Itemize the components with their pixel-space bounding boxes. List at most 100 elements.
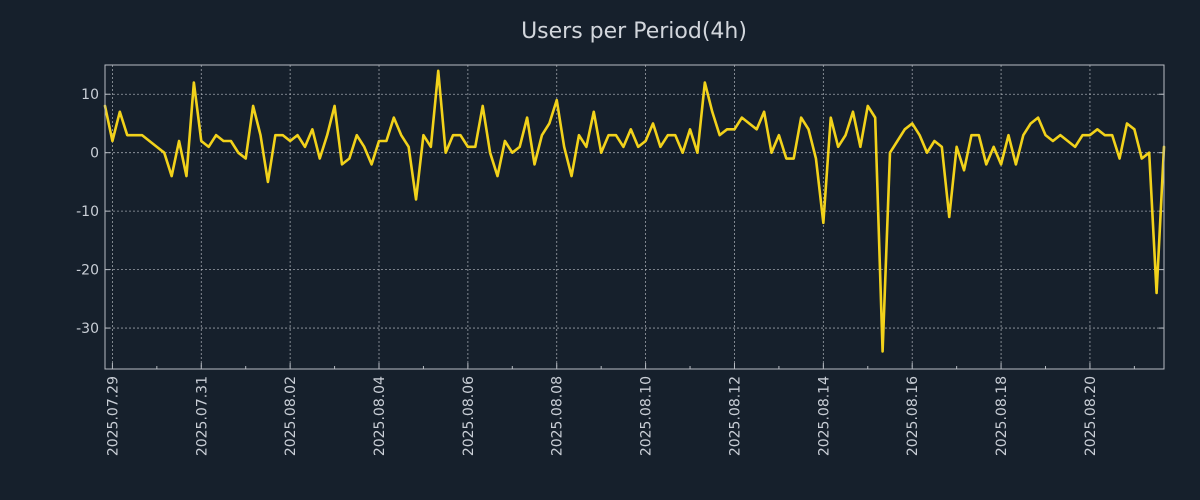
y-tick-label: -30 <box>76 321 99 337</box>
x-tick-label: 2025.08.18 <box>994 376 1010 456</box>
data-point <box>119 111 121 113</box>
data-point <box>807 128 810 130</box>
data-point <box>156 146 158 148</box>
data-point <box>1104 134 1106 136</box>
data-point <box>348 157 350 160</box>
data-point <box>733 128 736 130</box>
data-point <box>311 128 313 130</box>
data-point <box>489 152 491 154</box>
data-point <box>867 105 869 107</box>
data-point <box>578 134 580 136</box>
data-point <box>415 198 417 201</box>
data-point <box>1052 140 1054 142</box>
data-point <box>304 146 306 148</box>
data-point <box>282 134 284 136</box>
data-point <box>696 152 699 154</box>
data-point <box>385 140 388 142</box>
data-point <box>393 117 395 119</box>
data-point <box>741 117 743 119</box>
data-point <box>163 152 165 154</box>
data-point <box>978 134 980 136</box>
x-tick-label: 2025.08.04 <box>372 376 388 456</box>
data-point <box>689 128 691 130</box>
y-tick-label: 10 <box>81 87 99 103</box>
x-tick-label: 2025.08.02 <box>283 376 299 456</box>
data-point <box>1126 122 1128 125</box>
data-point <box>652 122 654 125</box>
data-point <box>726 128 728 130</box>
data-point <box>378 140 380 142</box>
data-point <box>630 128 632 130</box>
data-point <box>785 157 787 160</box>
data-point <box>252 105 254 107</box>
data-point <box>941 146 943 148</box>
x-tick-label: 2025.08.14 <box>816 376 832 456</box>
data-point <box>963 169 965 171</box>
data-point <box>533 163 536 165</box>
axis-ticks <box>105 93 1164 369</box>
data-point <box>259 134 262 136</box>
data-point <box>541 134 543 136</box>
data-point <box>674 134 676 136</box>
data-point <box>548 122 550 125</box>
data-point <box>1037 117 1039 119</box>
data-point <box>1059 134 1061 136</box>
data-point <box>1030 122 1032 125</box>
data-point <box>889 152 891 154</box>
data-point <box>800 117 802 119</box>
data-point <box>570 175 573 177</box>
data-point <box>896 140 898 142</box>
data-point <box>719 134 721 136</box>
data-point <box>178 140 180 142</box>
data-point <box>482 105 484 107</box>
data-point <box>985 163 987 165</box>
data-point <box>274 134 276 136</box>
data-point <box>1141 157 1143 160</box>
data-point <box>504 140 506 142</box>
data-point <box>1000 163 1002 165</box>
data-point <box>267 181 269 183</box>
data-point <box>763 111 765 113</box>
data-point <box>815 157 817 160</box>
data-point <box>600 152 602 154</box>
x-tick-label: 2025.08.10 <box>639 376 655 456</box>
data-point <box>607 134 610 136</box>
data-point <box>1089 134 1091 136</box>
data-point <box>837 146 839 148</box>
data-point <box>1118 157 1121 160</box>
data-point <box>904 128 906 130</box>
data-point <box>445 152 447 154</box>
data-point <box>667 134 669 136</box>
x-tick-label: 2025.08.12 <box>727 376 743 456</box>
data-point <box>911 122 913 125</box>
data-point <box>704 81 706 84</box>
data-point <box>400 134 402 136</box>
data-point <box>585 146 587 148</box>
data-point <box>193 81 195 84</box>
data-point <box>437 70 439 72</box>
x-tick-label: 2025.08.06 <box>461 376 477 456</box>
data-point <box>874 117 876 119</box>
data-point <box>1148 152 1150 154</box>
data-point <box>1067 140 1069 142</box>
data-point <box>496 175 499 177</box>
data-point <box>430 146 432 148</box>
data-point <box>682 152 684 154</box>
data-point <box>770 152 773 154</box>
data-point <box>1155 292 1158 294</box>
data-point <box>956 146 958 148</box>
data-point <box>185 175 188 177</box>
data-point <box>111 140 114 142</box>
data-point <box>474 146 476 148</box>
x-tick-label: 2025.08.16 <box>905 376 921 456</box>
data-point <box>659 146 662 148</box>
data-point <box>126 134 128 136</box>
data-point <box>859 146 861 148</box>
data-point <box>363 146 365 148</box>
x-tick-label: 2025.07.31 <box>194 376 210 456</box>
tick-labels: 10 0 -10 -20 -30 2025.07.29 2025.07.31 2025.08.… <box>76 87 1099 456</box>
data-point <box>926 152 928 154</box>
data-point <box>215 134 217 136</box>
data-point <box>556 99 558 101</box>
data-point <box>1133 128 1135 130</box>
